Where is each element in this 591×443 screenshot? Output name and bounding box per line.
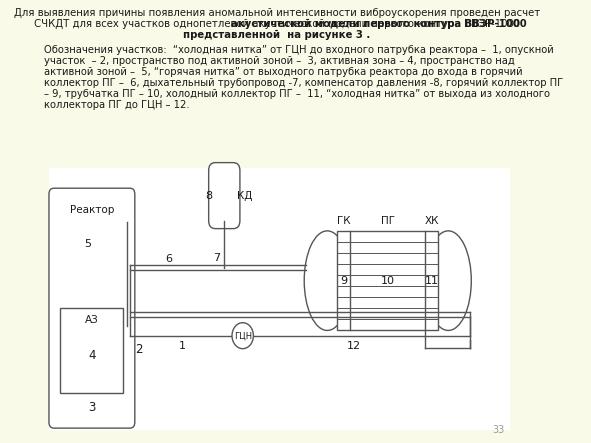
Text: АЗ: АЗ: [85, 315, 99, 325]
Text: коллектора ПГ до ГЦН – 12.: коллектора ПГ до ГЦН – 12.: [44, 100, 190, 110]
Text: Реактор: Реактор: [70, 205, 114, 215]
Text: ХК: ХК: [425, 216, 439, 226]
Text: 9: 9: [340, 276, 348, 286]
Text: ГЦН: ГЦН: [233, 331, 252, 340]
Bar: [337, 231, 439, 330]
Text: 33: 33: [493, 425, 505, 435]
Text: – 9, трубчатка ПГ – 10, холодный коллектор ПГ –  11, “холодная нитка” от выхода : – 9, трубчатка ПГ – 10, холодный коллект…: [44, 89, 550, 99]
Text: 10: 10: [381, 276, 395, 286]
Text: СЧКДТ для всех участков однопетлевой акустической модели первого контура ВВЭР-10: СЧКДТ для всех участков однопетлевой аку…: [34, 19, 520, 29]
Text: 12: 12: [347, 341, 361, 351]
Ellipse shape: [304, 231, 350, 330]
Text: КД: КД: [236, 190, 252, 201]
Text: 5: 5: [85, 239, 91, 249]
Text: 7: 7: [213, 253, 220, 263]
Text: 1: 1: [178, 341, 186, 351]
Text: 2: 2: [135, 343, 142, 356]
Circle shape: [232, 323, 254, 349]
Bar: [49, 168, 510, 430]
Text: 6: 6: [165, 253, 173, 264]
Text: ГК: ГК: [337, 216, 350, 226]
Text: Для выявления причины появления аномальной интенсивности виброускорения проведен: Для выявления причины появления аномальн…: [14, 8, 540, 18]
FancyBboxPatch shape: [49, 188, 135, 428]
Text: 11: 11: [425, 276, 439, 286]
Text: участок  – 2, пространство под активной зоной –  3, активная зона – 4, пространс: участок – 2, пространство под активной з…: [44, 56, 515, 66]
Text: представленной  на рисунке 3 .: представленной на рисунке 3 .: [183, 30, 371, 40]
Text: коллектор ПГ –  6, дыхательный трубопровод -7, компенсатор давления -8, горячий : коллектор ПГ – 6, дыхательный трубопрово…: [44, 78, 564, 88]
FancyBboxPatch shape: [209, 163, 240, 229]
Text: 3: 3: [88, 400, 96, 414]
Text: акустической модели первого контура ВВЭР-1000: акустической модели первого контура ВВЭР…: [28, 19, 527, 29]
Text: Обозначения участков:  “холодная нитка” от ГЦН до входного патрубка реактора –  : Обозначения участков: “холодная нитка” о…: [44, 45, 554, 55]
Text: ПГ: ПГ: [381, 216, 395, 226]
Text: 4: 4: [88, 349, 96, 362]
Text: активной зоной –  5, “горячая нитка” от выходного патрубка реактора до входа в г: активной зоной – 5, “горячая нитка” от в…: [44, 67, 523, 77]
Bar: [60, 308, 124, 392]
Ellipse shape: [426, 231, 471, 330]
Text: 8: 8: [205, 190, 212, 201]
